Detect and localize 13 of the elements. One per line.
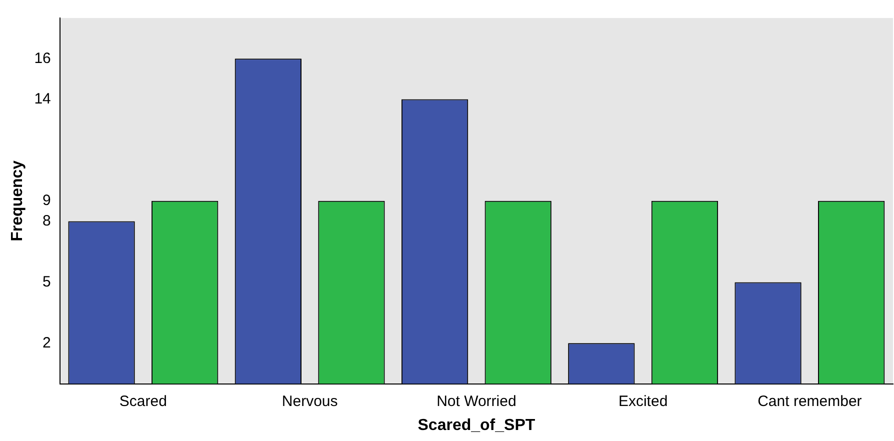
x-tick-label: Nervous	[282, 392, 338, 410]
y-tick-label: 8	[42, 212, 51, 230]
y-tick-label: 16	[34, 50, 51, 67]
x-tick-label: Cant remember	[758, 392, 862, 410]
y-tick-label: 9	[42, 192, 51, 210]
x-tick-label: Excited	[618, 392, 668, 410]
x-tick-label: Not Worried	[436, 392, 516, 410]
x-tick-label: Scared	[119, 392, 167, 410]
y-axis-title: Frequency	[9, 160, 26, 242]
y-tick-label: 2	[42, 334, 51, 352]
y-tick-label: 5	[42, 273, 51, 290]
y-tick-label: 14	[34, 90, 51, 108]
x-axis-title: Scared_of_SPT	[418, 416, 536, 434]
